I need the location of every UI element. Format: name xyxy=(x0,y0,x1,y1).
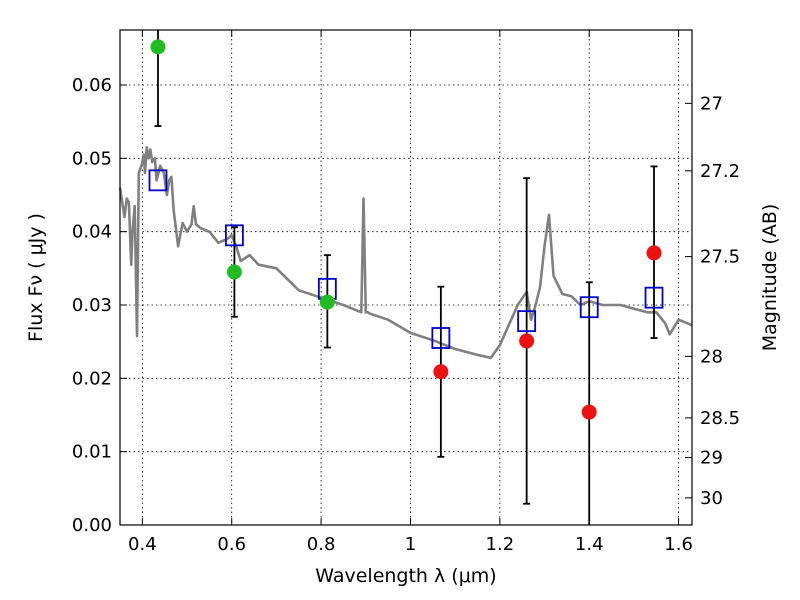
data-point xyxy=(581,404,597,420)
x-tick-label: 0.8 xyxy=(307,534,336,555)
right-tick-label: 27.5 xyxy=(700,247,740,268)
data-point xyxy=(226,264,242,280)
axis-ticks: 0.4 0.6 0.8 1 1.2 1.4 1.6 0.00 0.01 0.02 0.03 0.04 0… xyxy=(72,30,740,555)
y-tick-label: 0.06 xyxy=(72,75,112,96)
y-tick-label: 0.04 xyxy=(72,222,112,243)
y-axis-right-label: Magnitude (AB) xyxy=(759,204,781,352)
right-tick-label: 27 xyxy=(700,93,723,114)
x-axis-label: Wavelength λ (μm) xyxy=(315,565,496,587)
right-tick-label: 27.2 xyxy=(700,161,740,182)
model-square-marker xyxy=(148,169,168,192)
x-tick-label: 1.4 xyxy=(575,534,604,555)
right-tick-label: 30 xyxy=(700,488,723,509)
y-axis-label: Flux Fν ( μJy ) xyxy=(25,213,47,342)
data-point xyxy=(150,39,166,55)
model-square-marker xyxy=(579,296,599,319)
x-tick-label: 0.6 xyxy=(217,534,246,555)
model-square-marker xyxy=(644,286,664,309)
y-tick-label: 0.05 xyxy=(72,148,112,169)
grid-lines xyxy=(120,30,692,526)
model-spectrum-line xyxy=(118,146,693,360)
data-point xyxy=(433,364,449,380)
right-tick-label: 28.5 xyxy=(700,408,740,429)
x-tick-label: 0.4 xyxy=(128,534,157,555)
y-tick-label: 0.02 xyxy=(72,368,112,389)
model-square-marker xyxy=(431,327,451,349)
x-tick-label: 1.6 xyxy=(664,534,693,555)
data-point xyxy=(646,245,662,261)
data-markers xyxy=(148,39,664,420)
y-tick-label: 0.03 xyxy=(72,295,112,316)
model-square-marker xyxy=(224,224,244,247)
right-tick-label: 29 xyxy=(700,448,723,469)
data-point xyxy=(319,294,335,310)
model-square-marker xyxy=(517,310,537,333)
right-tick-label: 28 xyxy=(700,346,723,367)
y-tick-label: 0.00 xyxy=(72,515,112,536)
model-spectrum xyxy=(118,146,693,360)
data-point xyxy=(519,333,535,349)
x-tick-label: 1 xyxy=(405,534,416,555)
plot-frame xyxy=(119,29,693,526)
x-tick-label: 1.2 xyxy=(486,534,515,555)
y-tick-label: 0.01 xyxy=(72,442,112,463)
